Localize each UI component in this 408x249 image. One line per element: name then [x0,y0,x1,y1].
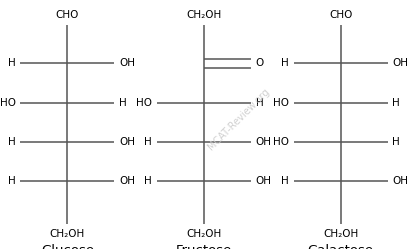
Text: H: H [281,59,289,68]
Text: HO: HO [136,98,152,108]
Text: O: O [256,59,264,68]
Text: CH₂OH: CH₂OH [323,229,358,239]
Text: OH: OH [119,59,135,68]
Text: H: H [392,137,400,147]
Text: HO: HO [273,98,289,108]
Text: Galactose: Galactose [308,244,374,249]
Text: HO: HO [273,137,289,147]
Text: H: H [8,137,16,147]
Text: H: H [8,176,16,186]
Text: H: H [144,137,152,147]
Text: CHO: CHO [329,10,353,20]
Text: H: H [8,59,16,68]
Text: HO: HO [0,98,16,108]
Text: CH₂OH: CH₂OH [186,229,222,239]
Text: OH: OH [119,176,135,186]
Text: OH: OH [392,59,408,68]
Text: CH₂OH: CH₂OH [186,10,222,20]
Text: CHO: CHO [55,10,79,20]
Text: H: H [256,98,264,108]
Text: CH₂OH: CH₂OH [50,229,85,239]
Text: OH: OH [256,137,272,147]
Text: OH: OH [256,176,272,186]
Text: H: H [119,98,127,108]
Text: OH: OH [119,137,135,147]
Text: MCAT-Review.org: MCAT-Review.org [206,87,271,152]
Text: H: H [281,176,289,186]
Text: OH: OH [392,176,408,186]
Text: H: H [392,98,400,108]
Text: Glucose: Glucose [41,244,94,249]
Text: H: H [144,176,152,186]
Text: Fructose: Fructose [176,244,232,249]
